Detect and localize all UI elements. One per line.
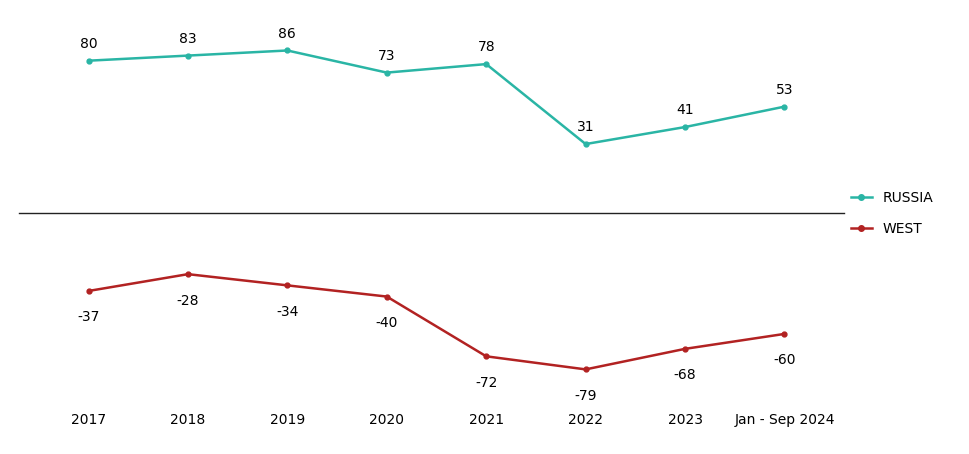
Text: 53: 53 — [775, 83, 793, 97]
Text: 86: 86 — [278, 27, 296, 41]
Text: 83: 83 — [179, 32, 197, 46]
Text: 41: 41 — [675, 104, 693, 117]
Text: -40: -40 — [375, 316, 397, 330]
Text: -79: -79 — [574, 389, 596, 403]
Text: -72: -72 — [475, 376, 497, 390]
Text: -28: -28 — [176, 294, 199, 308]
Text: 31: 31 — [577, 120, 594, 134]
Text: -34: -34 — [276, 305, 298, 319]
Text: -60: -60 — [772, 353, 795, 367]
Text: -68: -68 — [673, 368, 696, 382]
Text: 80: 80 — [79, 37, 97, 51]
Text: 73: 73 — [378, 49, 395, 63]
Legend: RUSSIA, WEST: RUSSIA, WEST — [850, 191, 932, 236]
Text: 78: 78 — [477, 40, 494, 54]
Text: -37: -37 — [78, 311, 100, 325]
